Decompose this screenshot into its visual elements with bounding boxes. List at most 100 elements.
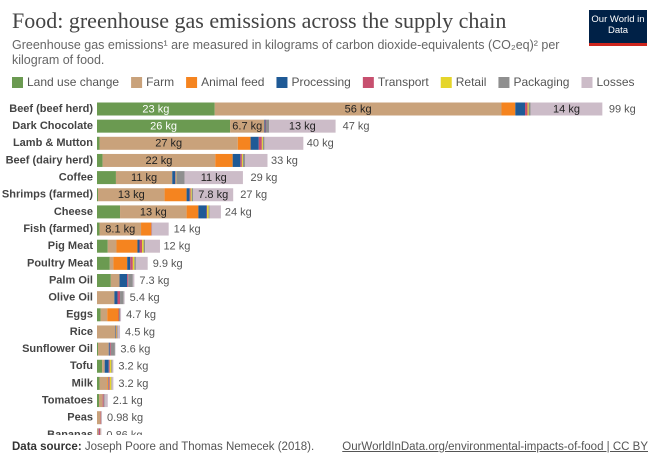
bar-segment xyxy=(244,153,268,167)
bar-segment xyxy=(237,136,251,150)
value-label: 11 kg xyxy=(131,172,157,184)
bar-segment xyxy=(97,274,111,287)
total-label: 3.2 kg xyxy=(118,361,148,373)
value-label: 11 kg xyxy=(201,172,227,184)
y-tick-label: Fish (farmed) xyxy=(23,223,93,235)
total-label: 12 kg xyxy=(163,241,190,253)
y-tick-label: Shrimps (farmed) xyxy=(2,189,93,201)
bar-segment xyxy=(184,171,243,185)
y-tick-label: Poultry Meat xyxy=(27,257,93,269)
bar-segment xyxy=(119,274,128,287)
bar-segment xyxy=(151,222,153,236)
bar-segment xyxy=(190,188,192,202)
total-label: 3.6 kg xyxy=(120,344,150,356)
bar-segment xyxy=(97,119,231,133)
y-tick-label: Tomatoes xyxy=(42,394,93,406)
bar-segment xyxy=(232,153,241,167)
link[interactable]: OurWorldInData.org/environmental-impacts… xyxy=(342,441,648,453)
bar-segment xyxy=(189,188,191,202)
bar-segment xyxy=(109,256,114,270)
total-label: 3.2 kg xyxy=(118,378,148,390)
bar-segment xyxy=(117,325,121,339)
total-label: 4.5 kg xyxy=(125,326,155,338)
y-tick-label: Peas xyxy=(67,412,93,424)
legend-label: Losses xyxy=(596,75,634,89)
value-label: 22 kg xyxy=(145,155,172,167)
bar-segment xyxy=(108,376,109,390)
bar-segment xyxy=(97,222,100,236)
bar-segment xyxy=(198,205,207,219)
bar-segment xyxy=(128,274,133,287)
bar-segment xyxy=(97,171,116,185)
value-label: 8.1 kg xyxy=(105,223,135,235)
source-label: Data source: xyxy=(12,441,82,453)
bar-segment xyxy=(116,239,138,253)
bar-segment xyxy=(264,136,304,150)
bar-segment xyxy=(242,153,245,167)
bar-segment xyxy=(97,102,215,116)
y-tick-label: Pig Meat xyxy=(48,240,94,252)
total-label: 0.98 kg xyxy=(107,412,143,424)
bar-segment xyxy=(97,411,101,425)
bar-segment xyxy=(116,325,118,339)
total-label: 2.1 kg xyxy=(113,395,143,407)
total-label: 7.3 kg xyxy=(139,275,169,287)
bar-segment xyxy=(97,376,100,390)
legend-label: Land use change xyxy=(27,75,119,89)
y-tick-label: Milk xyxy=(72,377,94,389)
bar-segment xyxy=(100,308,108,322)
total-label: 47 kg xyxy=(343,121,370,133)
bar-segment xyxy=(241,153,243,167)
bar-segment xyxy=(107,308,119,322)
chart: Land use change Farm Animal feed Processing… xyxy=(2,75,636,435)
bar-segment xyxy=(191,188,194,202)
value-label: 14 kg xyxy=(553,103,580,115)
total-label: 0.86 kg xyxy=(106,429,142,435)
bar-segment xyxy=(176,171,185,185)
bar-segment xyxy=(97,153,103,167)
legend-swatch xyxy=(276,77,288,88)
bar-segment xyxy=(114,291,118,305)
bar-segment xyxy=(103,394,105,408)
bar-segment xyxy=(172,171,176,185)
bar-segment xyxy=(110,342,115,356)
bar-segment xyxy=(113,256,128,270)
total-label: 5.4 kg xyxy=(130,292,160,304)
value-label: 13 kg xyxy=(289,121,316,133)
bar-segment xyxy=(515,102,526,116)
logo: Our World in Data xyxy=(589,10,647,46)
value-label: 13 kg xyxy=(140,206,167,218)
bar-segment xyxy=(97,342,99,356)
bar-segment xyxy=(97,394,100,408)
source: Joseph Poore and Thomas Nemecek (2018). xyxy=(84,441,315,453)
bar-segment xyxy=(262,136,265,150)
bar-segment xyxy=(99,136,238,150)
legend-label: Packaging xyxy=(513,75,569,89)
bar-segment xyxy=(142,239,144,253)
y-tick-label: Bananas xyxy=(47,429,93,435)
bar-segment xyxy=(97,188,99,202)
y-tick-label: Beef (dairy herd) xyxy=(6,154,94,166)
bar-segment xyxy=(111,376,112,390)
bar-segment xyxy=(186,188,190,202)
bar-segment xyxy=(111,376,114,390)
bar-segment xyxy=(99,222,142,236)
bar-segment xyxy=(108,376,110,390)
legend-label: Animal feed xyxy=(201,75,264,89)
bar-segment xyxy=(141,222,152,236)
bar-segment xyxy=(98,342,109,356)
bar-segment xyxy=(109,359,112,373)
bar-segment xyxy=(264,119,266,133)
bar-segment xyxy=(208,205,210,219)
value-label: 13 kg xyxy=(118,189,145,201)
total-label: 99 kg xyxy=(609,103,636,115)
bar-segment xyxy=(528,102,531,116)
legend-label: Retail xyxy=(456,75,487,89)
y-tick-label: Beef (beef herd) xyxy=(9,103,93,115)
bar-segment xyxy=(97,239,108,253)
bar-segment xyxy=(102,394,104,408)
bar-segment xyxy=(209,205,221,219)
total-label: 29 kg xyxy=(250,172,277,184)
total-label: 9.9 kg xyxy=(153,258,183,270)
legend-label: Farm xyxy=(146,75,174,89)
